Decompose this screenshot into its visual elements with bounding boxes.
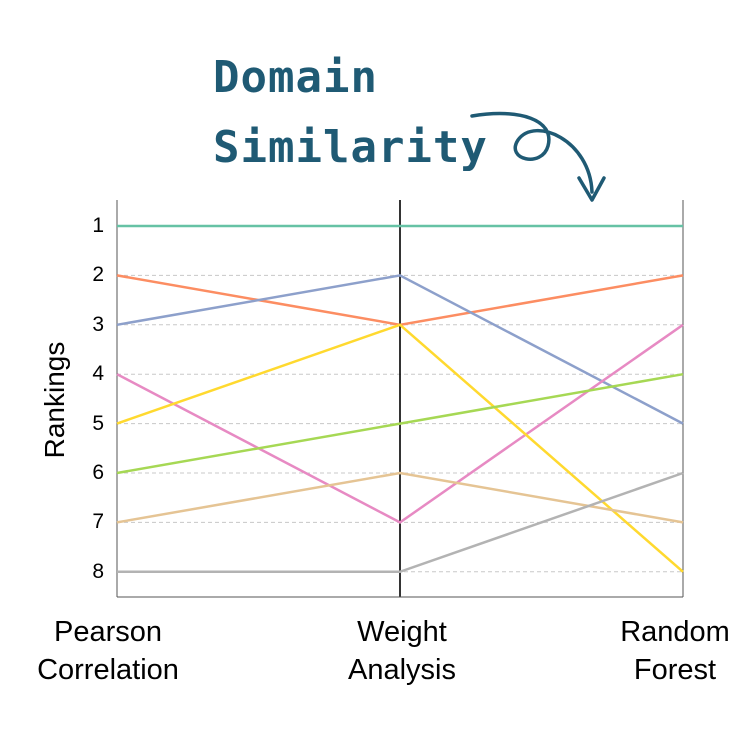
- y-tick-label: 8: [92, 559, 104, 583]
- curved-arrow-icon: [470, 111, 606, 202]
- series-line-5: [116, 323, 684, 573]
- y-tick-label: 4: [92, 362, 104, 386]
- y-tick-label: 5: [92, 411, 104, 435]
- x-category-label-line: Analysis: [348, 654, 456, 686]
- x-category-label-line: Pearson: [53, 616, 162, 648]
- series-line-3: [116, 274, 684, 425]
- x-category-label: Weight Analysis: [292, 613, 512, 689]
- series-lines: [116, 224, 684, 574]
- y-axis-label: Rankings: [39, 341, 70, 459]
- x-category-label: Pearson Correlation: [0, 613, 218, 689]
- x-category-label-line: Weight: [357, 616, 447, 648]
- x-category-label-line: Forest: [633, 654, 717, 686]
- chart-title-line-2: Similarity: [213, 122, 488, 173]
- y-tick-label: 7: [92, 510, 104, 534]
- series-line-6: [116, 372, 684, 475]
- x-category-label-line: Correlation: [37, 654, 179, 686]
- axes: [116, 200, 684, 598]
- series-line-8: [117, 471, 684, 574]
- y-tick-label: 1: [92, 214, 104, 237]
- y-tick-label: 3: [92, 312, 104, 336]
- x-category-label: Random Forest: [565, 613, 750, 689]
- y-tick-label: 2: [92, 263, 104, 287]
- y-tick-label: 6: [92, 461, 104, 484]
- chart-title-line-1: Domain: [213, 52, 378, 103]
- x-category-label-line: Random: [620, 616, 730, 648]
